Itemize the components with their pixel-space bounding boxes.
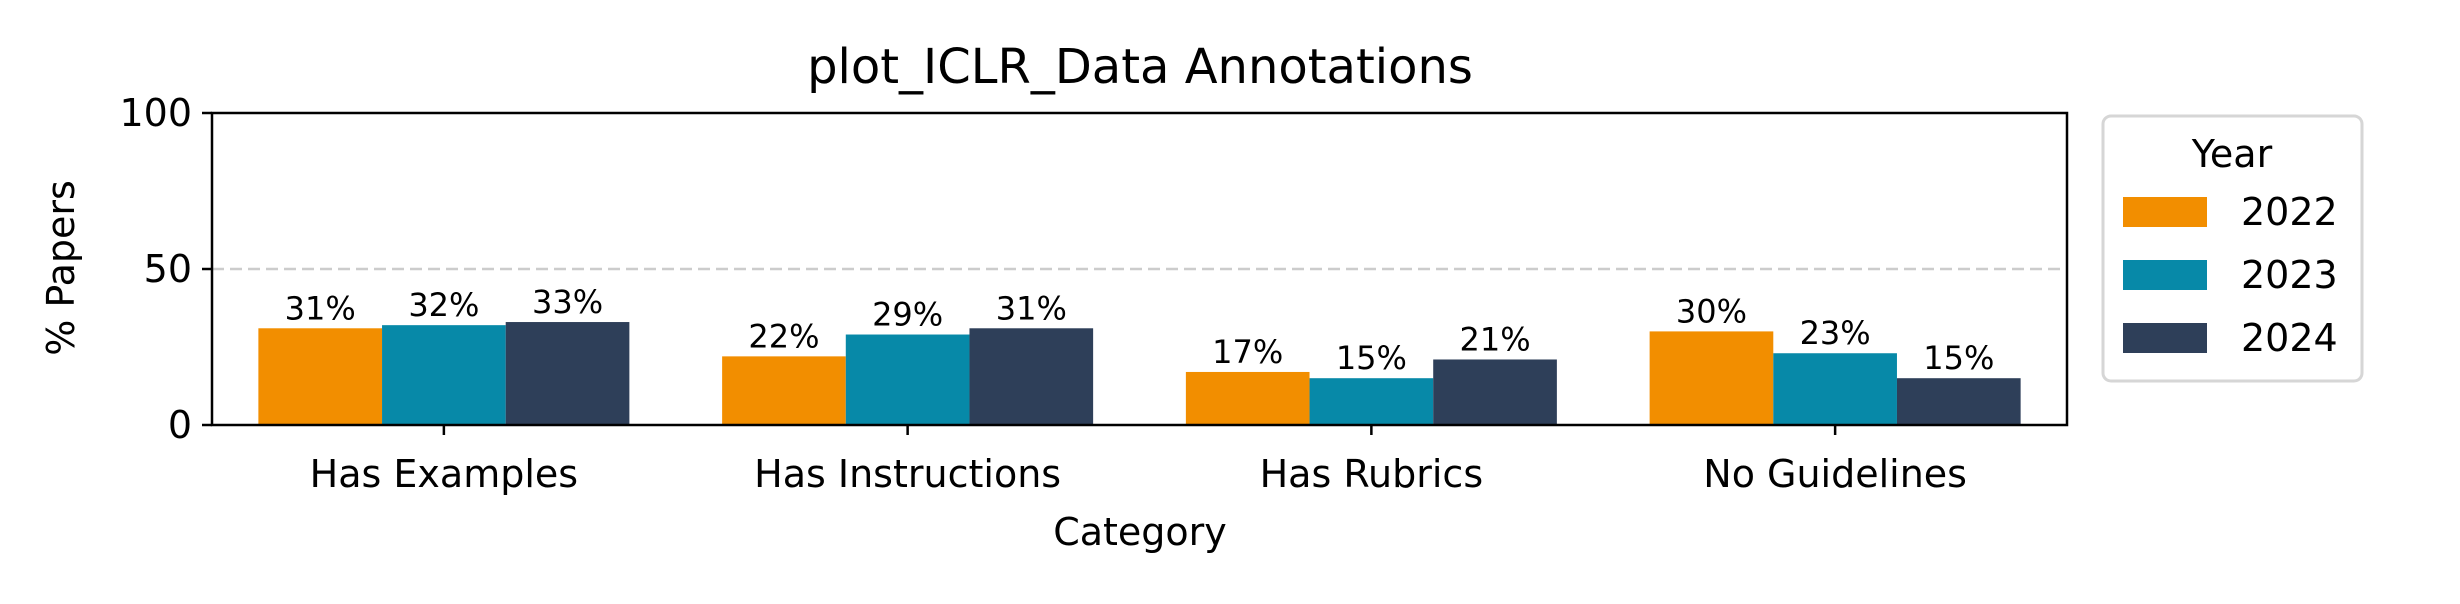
x-tick-label: No Guidelines <box>1703 452 1967 496</box>
y-tick-label: 0 <box>168 403 192 447</box>
data-label-has-examples-2022: 31% <box>285 289 356 327</box>
x-tick-label: Has Instructions <box>754 452 1061 496</box>
bar-no-guidelines-2022 <box>1649 331 1774 425</box>
plot-frame <box>210 111 2069 427</box>
legend-swatch-2022 <box>2123 197 2207 227</box>
bar-has-instructions-2022 <box>722 356 846 425</box>
bar-has-instructions-2024 <box>969 328 1094 425</box>
data-label-has-rubrics-2023: 15% <box>1336 339 1407 377</box>
data-label-no-guidelines-2023: 23% <box>1800 314 1871 352</box>
y-axis-label: % Papers <box>39 180 83 356</box>
data-label-has-instructions-2022: 22% <box>748 317 819 355</box>
x-tick-label: Has Rubrics <box>1260 452 1484 496</box>
bar-has-examples-2023 <box>382 325 506 425</box>
plot-area: 31% 32% 33% Has Examples 22% 29% 31% Has Instru… <box>119 91 2069 496</box>
y-tick-label: 50 <box>144 247 192 291</box>
data-label-has-instructions-2024: 31% <box>996 289 1067 327</box>
bar-has-examples-2024 <box>505 322 630 425</box>
legend-label-2023: 2023 <box>2241 253 2338 297</box>
bar-has-rubrics-2023 <box>1309 378 1434 425</box>
legend-swatch-2023 <box>2123 260 2207 290</box>
data-label-has-rubrics-2024: 21% <box>1459 320 1530 358</box>
data-label-no-guidelines-2024: 15% <box>1923 339 1994 377</box>
legend-title: Year <box>2191 132 2273 176</box>
data-label-has-examples-2023: 32% <box>408 286 479 324</box>
data-label-has-examples-2024: 33% <box>532 283 603 321</box>
bar-has-rubrics-2022 <box>1185 371 1310 425</box>
bar-no-guidelines-2024 <box>1896 378 2021 425</box>
data-label-has-instructions-2023: 29% <box>872 296 943 334</box>
y-tick-label: 100 <box>119 91 192 135</box>
legend-swatch-2024 <box>2123 323 2207 353</box>
bar-no-guidelines-2023 <box>1773 353 1897 425</box>
bar-has-instructions-2023 <box>845 334 970 425</box>
data-label-no-guidelines-2022: 30% <box>1676 292 1747 330</box>
legend: Year 2022 2023 2024 <box>2101 114 2364 383</box>
bar-has-rubrics-2024 <box>1433 359 1557 425</box>
legend-frame <box>2101 114 2364 383</box>
x-axis-label: Category <box>1053 510 1227 554</box>
x-tick-label: Has Examples <box>310 452 578 496</box>
legend-label-2022: 2022 <box>2241 190 2338 234</box>
data-label-has-rubrics-2022: 17% <box>1212 333 1283 371</box>
chart-title: plot_ICLR_Data Annotations <box>807 39 1473 95</box>
bar-has-examples-2022 <box>258 328 383 425</box>
legend-label-2024: 2024 <box>2241 316 2338 360</box>
